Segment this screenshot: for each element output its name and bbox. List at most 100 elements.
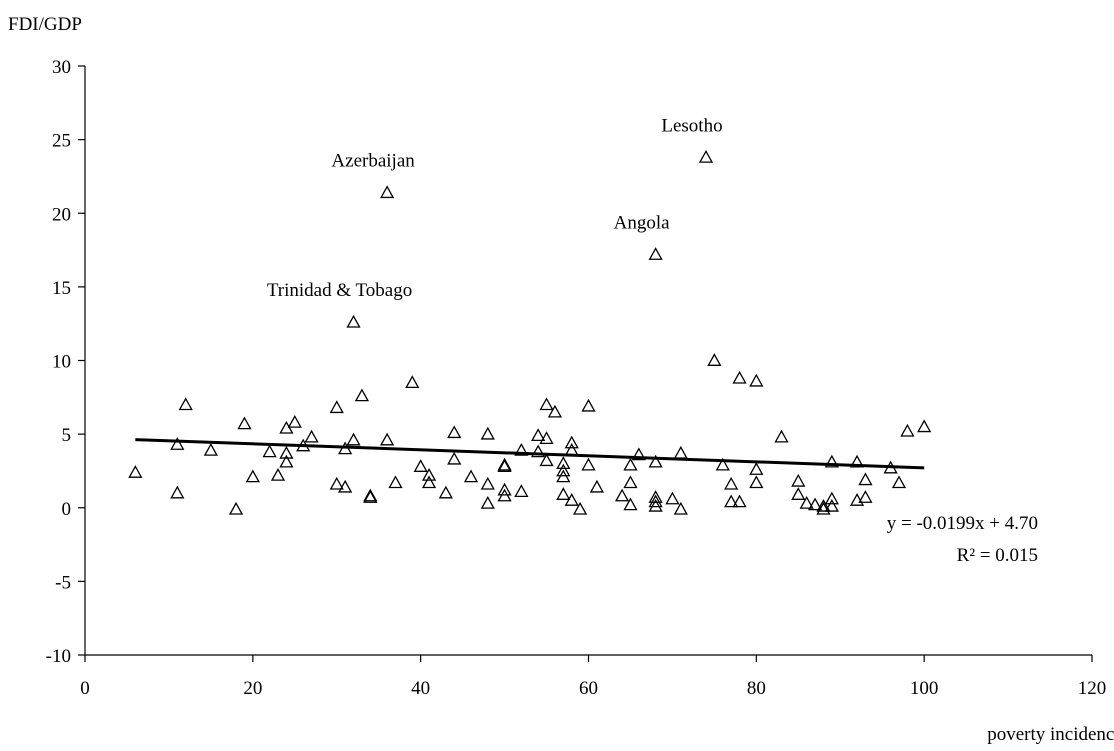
annotation-label: Trinidad & Tobago <box>267 280 412 301</box>
data-point <box>463 469 479 483</box>
data-point <box>564 435 579 449</box>
data-point <box>287 415 302 428</box>
data-point <box>816 501 831 515</box>
data-point <box>858 472 873 486</box>
data-point <box>170 437 185 450</box>
data-point <box>665 491 680 505</box>
data-point <box>379 432 395 446</box>
data-point <box>581 457 596 471</box>
data-point <box>749 373 764 387</box>
data-point <box>732 370 747 384</box>
data-point <box>564 442 579 456</box>
data-point <box>824 498 839 512</box>
data-point <box>245 469 260 483</box>
x-tick-label: 80 <box>747 678 766 699</box>
data-point <box>480 495 495 509</box>
data-point <box>623 457 638 471</box>
data-point <box>539 397 554 411</box>
y-tick-label: 10 <box>52 352 71 373</box>
x-tick-label: 100 <box>910 678 939 699</box>
data-point <box>799 495 814 509</box>
data-point <box>203 442 218 456</box>
data-point <box>732 494 747 508</box>
data-point <box>858 490 873 503</box>
data-point <box>556 456 571 470</box>
data-point <box>279 445 294 459</box>
data-point <box>673 445 688 459</box>
data-point <box>849 493 865 506</box>
y-tick-label: 30 <box>52 57 71 78</box>
data-point <box>648 494 663 508</box>
data-point <box>128 465 143 478</box>
data-point <box>237 416 252 430</box>
x-axis-title: poverty incidence <box>987 724 1114 745</box>
data-point <box>346 314 361 328</box>
data-point <box>354 388 370 402</box>
data-point <box>556 487 571 500</box>
data-point <box>824 491 839 505</box>
data-point <box>556 469 571 483</box>
x-tick-label: 60 <box>579 678 598 699</box>
data-point <box>363 490 378 503</box>
x-tick-label: 0 <box>80 678 90 699</box>
annotation-label: Azerbaijan <box>331 151 415 172</box>
data-point <box>170 485 185 499</box>
data-point <box>891 475 907 489</box>
data-point <box>900 423 915 437</box>
data-point <box>724 494 739 508</box>
data-point <box>531 444 546 458</box>
data-point <box>573 501 588 515</box>
y-tick-label: -10 <box>46 646 71 667</box>
annotation-label: Lesotho <box>661 115 722 136</box>
data-point <box>329 476 344 490</box>
data-point <box>539 431 554 444</box>
data-point <box>480 426 495 440</box>
data-point <box>614 488 630 502</box>
data-point <box>581 398 596 412</box>
data-point <box>346 432 361 446</box>
data-point <box>774 429 789 443</box>
x-tick-label: 20 <box>243 678 262 699</box>
data-point <box>514 442 529 456</box>
data-point <box>556 463 571 477</box>
data-point <box>262 444 277 458</box>
y-tick-label: 5 <box>62 425 72 446</box>
data-point <box>816 498 831 512</box>
trend-equation-label: y = -0.0199x + 4.70 <box>887 513 1038 534</box>
data-point <box>917 419 932 433</box>
data-point <box>791 473 806 487</box>
data-point <box>631 447 646 461</box>
data-point <box>589 479 604 493</box>
y-axis-title: FDI/GDP <box>8 14 82 35</box>
data-point <box>707 353 722 366</box>
data-point <box>421 475 437 489</box>
data-point <box>270 468 286 481</box>
data-point <box>413 459 428 472</box>
data-point <box>698 149 714 163</box>
data-point <box>749 462 764 475</box>
data-point <box>531 428 546 442</box>
data-point <box>228 501 244 515</box>
data-point <box>447 451 462 465</box>
data-point <box>447 425 462 439</box>
data-point <box>623 475 638 489</box>
data-point <box>623 497 638 511</box>
y-tick-label: -5 <box>55 572 71 593</box>
data-point <box>564 493 579 506</box>
data-point <box>715 457 730 471</box>
data-point <box>178 397 193 411</box>
data-point <box>673 501 688 515</box>
y-tick-label: 20 <box>52 204 71 225</box>
y-tick-label: 25 <box>52 131 71 152</box>
plot-area: -10 -5 0 5 10 15 20 25 30 0 20 40 60 80 100 120 y = -0.0… <box>46 57 1107 699</box>
x-tick-label: 120 <box>1078 678 1107 699</box>
data-point <box>824 454 839 468</box>
x-tick-label: 40 <box>411 678 430 699</box>
data-point <box>438 485 453 499</box>
data-point <box>405 375 420 389</box>
data-point <box>807 497 823 511</box>
trendline <box>135 438 925 470</box>
data-point <box>724 476 739 490</box>
y-tick-label: 0 <box>62 499 72 520</box>
